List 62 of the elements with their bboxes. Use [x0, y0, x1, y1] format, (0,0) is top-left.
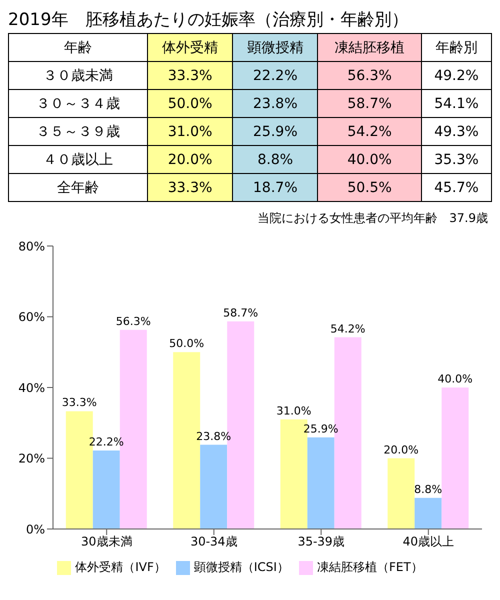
data-label: 49.3% — [421, 118, 492, 146]
data-label: 56.3% — [318, 62, 422, 90]
y-tick-label: 80% — [18, 239, 45, 254]
x-tick-label: 凍結胚移植 — [318, 34, 422, 62]
data-label: 31.0% — [276, 404, 312, 418]
data-label: 33.3% — [148, 174, 233, 202]
data-label: 58.7% — [318, 90, 422, 118]
data-label: 35.3% — [421, 146, 492, 174]
bar — [388, 458, 415, 529]
text: 当院における女性患者の平均年齢 37.9歳 — [256, 210, 488, 227]
bar — [414, 498, 442, 529]
y-tick-label: ３０～３４歳 — [8, 90, 148, 118]
data-label: 8.8% — [232, 146, 318, 174]
x-tick-label: 35-39歳 — [298, 534, 345, 549]
x-tick-label: 30歳未満 — [80, 534, 132, 549]
data-label: 50.0% — [169, 337, 204, 350]
data-label: 49.2% — [421, 62, 492, 90]
data-label: 25.9% — [232, 118, 318, 146]
x-tick-label: 顕微授精 — [232, 34, 318, 62]
data-label: 33.3% — [148, 62, 233, 90]
y-tick-label: ３５～３９歳 — [8, 118, 148, 146]
data-label: 23.8% — [196, 430, 232, 443]
data-label: 56.3% — [116, 314, 151, 328]
data-label: 50.0% — [148, 90, 233, 118]
x-tick-label: 30-34歳 — [190, 534, 238, 549]
data-label: 22.2% — [88, 435, 124, 448]
data-label: 20.0% — [384, 443, 419, 456]
y-tick-label: ４０歳以上 — [8, 146, 148, 174]
bar — [307, 437, 334, 529]
legend-label: 凍結胚移植（FET） — [316, 560, 423, 574]
x-tick-label: 体外受精 — [148, 34, 233, 62]
chart-title: 2019年 胚移植あたりの妊娠率（治療別・年齢別） — [8, 9, 410, 31]
data-label: 54.2% — [318, 118, 422, 146]
bar — [442, 388, 469, 529]
y-axis-title: 年齢 — [8, 34, 148, 62]
data-label: 40.0% — [438, 372, 473, 386]
data-label: 23.8% — [232, 90, 318, 118]
y-tick-label: 0% — [26, 522, 45, 536]
data-label: 50.5% — [318, 174, 422, 202]
data-label: 45.7% — [421, 174, 492, 202]
bar — [200, 444, 228, 529]
data-label: 25.9% — [303, 422, 338, 436]
data-label: 31.0% — [148, 118, 233, 146]
x-tick-label: 40歳以上 — [402, 534, 454, 549]
data-label: 20.0% — [148, 146, 233, 174]
data-label: 54.2% — [330, 322, 366, 336]
data-label: 40.0% — [318, 146, 422, 174]
data-label: 8.8% — [414, 482, 442, 496]
data-label: 18.7% — [232, 174, 318, 202]
y-tick-label: 全年齢 — [8, 174, 148, 202]
data-label: 54.1% — [421, 90, 492, 118]
y-tick-label: ３０歳未満 — [8, 62, 148, 90]
x-tick-label: 年齢別 — [421, 34, 492, 62]
data-label: 33.3% — [62, 396, 97, 410]
data-label: 22.2% — [232, 62, 318, 90]
y-tick-label: 60% — [18, 310, 45, 324]
y-tick-label: 20% — [18, 452, 45, 466]
data-label: 58.7% — [223, 306, 258, 320]
legend-label: 体外受精（IVF） — [75, 560, 166, 574]
legend-label: 顕微授精（ICSI） — [194, 560, 289, 574]
y-tick-label: 40% — [18, 380, 45, 395]
bar — [92, 450, 120, 529]
